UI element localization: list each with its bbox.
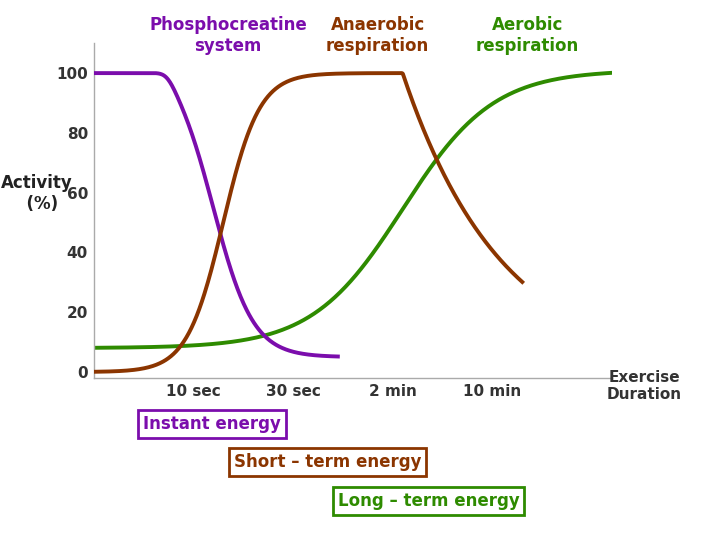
Text: Long – term energy: Long – term energy bbox=[338, 492, 519, 510]
Text: Phosphocreatine
system: Phosphocreatine system bbox=[149, 16, 307, 55]
Text: Instant energy: Instant energy bbox=[143, 415, 282, 433]
Text: Aerobic
respiration: Aerobic respiration bbox=[476, 16, 579, 55]
Text: Activity
  (%): Activity (%) bbox=[1, 174, 73, 213]
Text: Exercise
Duration: Exercise Duration bbox=[607, 370, 682, 402]
Text: Anaerobic
respiration: Anaerobic respiration bbox=[326, 16, 429, 55]
Text: Short – term energy: Short – term energy bbox=[234, 453, 421, 471]
